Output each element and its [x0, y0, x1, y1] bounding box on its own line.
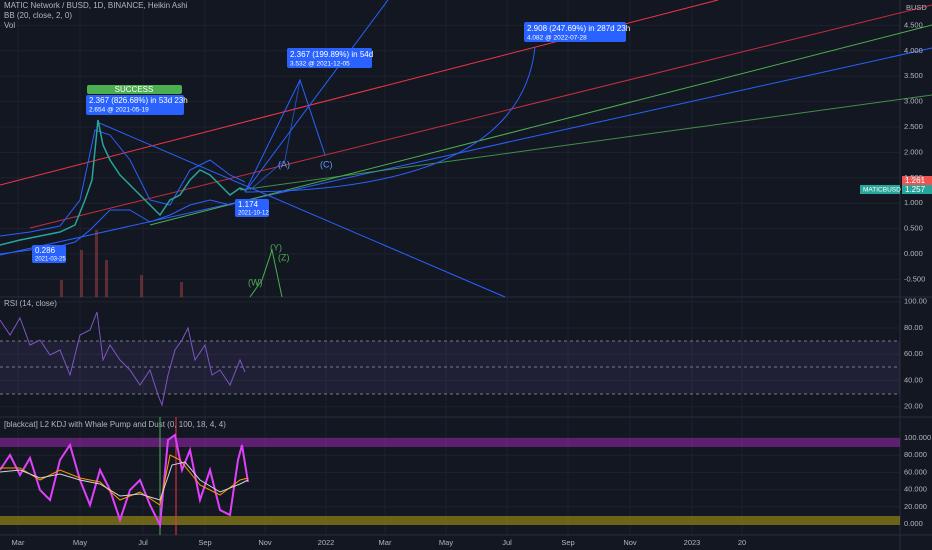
- callout-text: 2021-03-25: [35, 257, 66, 263]
- symbol-tag: [860, 185, 900, 194]
- x-tick-label: May: [439, 538, 453, 547]
- abc-path: [249, 79, 301, 191]
- x-tick-label: Sep: [198, 538, 211, 547]
- indicator-title: Vol: [4, 21, 15, 30]
- wave-label: (Z): [278, 252, 290, 262]
- y-tick-label: 60.00: [904, 349, 923, 358]
- y-tick-label: 2.000: [904, 147, 923, 156]
- price-tag-text: 1.261: [905, 176, 926, 185]
- y-tick-label: 0.000: [904, 519, 923, 528]
- trend-line: [149, 24, 932, 226]
- currency: BUSD: [906, 3, 927, 12]
- symbol-tag-text: MATICBUSD: [863, 187, 901, 194]
- rsi-levels: [0, 340, 900, 395]
- symbol-title: MATIC Network / BUSD, 1D, BINANCE, Heiki…: [4, 1, 188, 10]
- y-tick-label: 40.00: [904, 375, 923, 384]
- callout-text: 1.174: [238, 200, 259, 209]
- projection-curve: [244, 46, 536, 193]
- callout: [287, 48, 372, 68]
- y-tick-label: 3.500: [904, 71, 923, 80]
- callout-text: 2.367 (199.89%) in 54d: [290, 50, 373, 59]
- volume: [60, 230, 183, 297]
- price-line: [0, 119, 246, 246]
- kdj-d-line: [0, 461, 249, 501]
- kdj-lower-zone: [0, 516, 900, 525]
- x-tick-label: 2022: [318, 538, 335, 547]
- trend-line: [96, 121, 506, 298]
- y-tick-label: 80.000: [904, 450, 927, 459]
- x-tick-label: Sep: [561, 538, 574, 547]
- bb-upper: [0, 129, 246, 237]
- callout-text: 2.654 @ 2021-05-19: [89, 107, 149, 114]
- y-tick-label: 2.500: [904, 122, 923, 131]
- rsi-line: [0, 311, 246, 407]
- callout-text: 2.367 (826.68%) in 53d 23h: [89, 96, 188, 105]
- callout-text: 4.082 @ 2022-07-28: [527, 35, 587, 42]
- y-tick-label: 60.000: [904, 467, 927, 476]
- callout-text: 3.532 @ 2021-12-05: [290, 61, 350, 68]
- y-tick-label: 20.000: [904, 502, 927, 511]
- success-badge: [87, 85, 182, 94]
- callout: [235, 199, 269, 217]
- x-tick-label: 20: [738, 538, 746, 547]
- wave-label: (C): [320, 159, 333, 169]
- x-tick-label: Jul: [502, 538, 512, 547]
- x-tick-label: May: [73, 538, 87, 547]
- wave-label: (A): [278, 159, 290, 169]
- y-tick-label: 40.000: [904, 485, 927, 494]
- y-tick-label: 4.000: [904, 46, 923, 55]
- callout-text: 2.908 (247.69%) in 287d 23h: [527, 24, 630, 33]
- price-tag-text: 1.257: [905, 185, 926, 194]
- trend-line: [244, 0, 389, 193]
- axes: 4.500 4.000 3.500 3.000 2.500 2.000 1.500 1.000…: [12, 20, 932, 547]
- x-tick-label: Mar: [379, 538, 392, 547]
- wave-label: (Y): [270, 242, 282, 252]
- price-tag: [902, 176, 932, 185]
- pane-title: [blackcat] L2 KDJ with Whale Pump and Du…: [4, 420, 226, 429]
- trend-line: [29, 4, 932, 229]
- callout: [86, 95, 184, 115]
- pane-title: RSI (14, close): [4, 299, 57, 308]
- y-tick-label: 80.00: [904, 323, 923, 332]
- y-tick-label: 1.000: [904, 198, 923, 207]
- y-tick-label: 100.00: [904, 297, 927, 306]
- y-tick-label: 4.500: [904, 20, 923, 29]
- success-text: SUCCESS: [115, 85, 154, 94]
- trend-line: [239, 94, 932, 191]
- x-tick-label: Mar: [12, 538, 25, 547]
- callout: [32, 245, 66, 263]
- wave-label: (W): [248, 277, 263, 287]
- indicator-title: BB (20, close, 2, 0): [4, 11, 72, 20]
- kdj-j-line: [0, 433, 249, 529]
- y-tick-label: 3.000: [904, 97, 923, 106]
- x-tick-label: Jul: [138, 538, 148, 547]
- price-tag: [902, 185, 932, 194]
- callout: [524, 22, 626, 42]
- callout-text: 0.286: [35, 246, 56, 255]
- y-tick-label: 1.500: [904, 173, 923, 182]
- y-tick-label: 20.00: [904, 402, 923, 411]
- x-tick-label: 2023: [684, 538, 701, 547]
- x-tick-label: Nov: [258, 538, 272, 547]
- y-tick-label: 100.000: [904, 433, 931, 442]
- wxyz-path: [249, 248, 283, 298]
- y-tick-label: 0.500: [904, 224, 923, 233]
- y-tick-label: 0.000: [904, 249, 923, 258]
- x-tick-label: Nov: [623, 538, 637, 547]
- y-tick-label: -0.500: [904, 274, 925, 283]
- kdj-upper-zone: [0, 438, 900, 447]
- callout-text: 2021-10-12: [238, 211, 269, 217]
